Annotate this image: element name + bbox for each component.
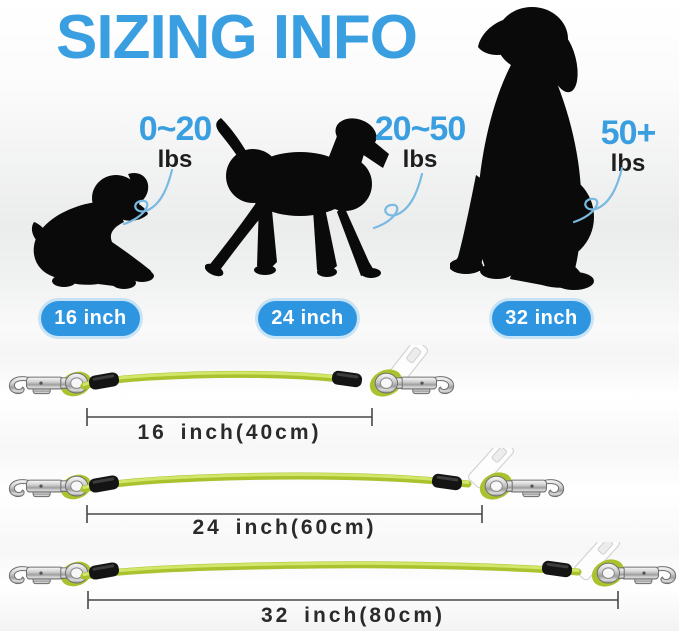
weight-range-large: 50+ — [600, 114, 657, 152]
cable-photo-16inch — [8, 345, 455, 426]
snap-hook-left-icon — [8, 475, 89, 498]
snap-hook-right-icon — [374, 372, 455, 395]
page-title: SIZING INFO — [56, 3, 418, 72]
weight-callout-large: 50+ lbs — [568, 116, 679, 176]
cable-ferrule-icon — [88, 474, 120, 494]
weight-callout-small: 0~20 lbs — [115, 112, 235, 172]
dimension-label-24inch: 24 inch(60cm) — [192, 516, 377, 539]
swirl-arrow-icon — [122, 168, 174, 226]
weight-callout-medium: 20~50 lbs — [360, 112, 480, 172]
cable-ferrule-icon — [431, 472, 463, 492]
size-badge-24inch: 24 inch — [258, 301, 357, 336]
medium-dog-shape — [205, 118, 389, 278]
size-badge-16inch: 16 inch — [41, 301, 140, 336]
medium-dog-silhouette — [205, 118, 389, 278]
dimension-label-32inch: 32 inch(80cm) — [260, 604, 446, 627]
snap-hook-right-icon — [596, 562, 677, 585]
weight-range-medium: 20~50 — [374, 110, 467, 148]
weight-unit-large: lbs — [610, 150, 646, 177]
snap-hook-right-icon — [484, 475, 565, 498]
size-badge-32inch: 32 inch — [492, 301, 591, 336]
snap-hook-left-icon — [8, 372, 89, 395]
weight-unit-small: lbs — [157, 146, 193, 173]
large-dog-silhouette — [450, 7, 594, 290]
swirl-arrow-icon — [372, 172, 424, 230]
cable-ferrule-icon — [88, 371, 120, 391]
cable-ferrule-icon — [331, 369, 363, 389]
dimension-line-16inch — [86, 408, 373, 426]
weight-unit-medium: lbs — [402, 146, 438, 173]
cable-ferrule-icon — [541, 559, 573, 579]
cable-ferrule-icon — [88, 561, 120, 581]
cable-photo-24inch — [8, 448, 565, 523]
small-puppy-silhouette — [31, 172, 154, 289]
large-dog-shape — [450, 7, 594, 290]
cable-photo-32inch — [8, 542, 677, 609]
dimension-label-16inch: 16 inch(40cm) — [137, 421, 322, 444]
weight-range-small: 0~20 — [138, 110, 213, 148]
snap-hook-left-icon — [8, 562, 89, 585]
swirl-arrow-icon — [572, 166, 624, 224]
puppy-shape — [31, 172, 154, 289]
dimension-line-32inch — [87, 591, 619, 609]
dimension-line-24inch — [86, 505, 483, 523]
